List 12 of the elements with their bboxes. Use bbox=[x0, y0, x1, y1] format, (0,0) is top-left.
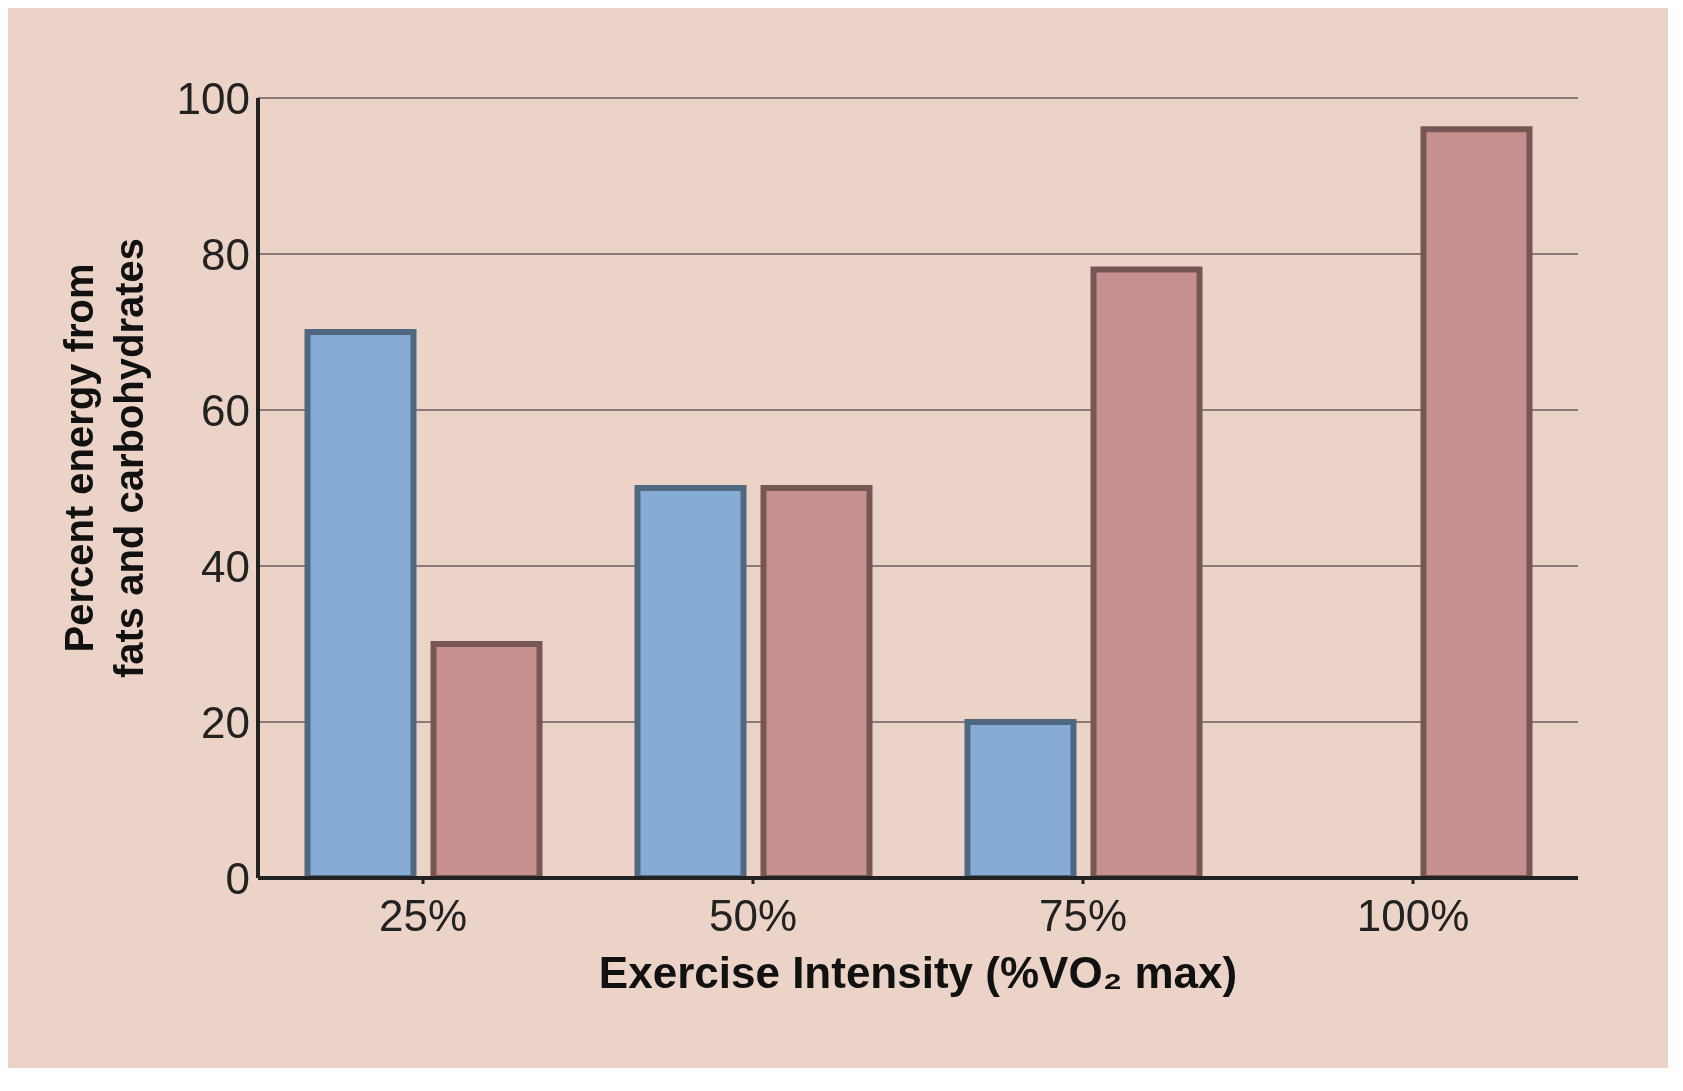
y-axis-title: Percent energy from fats and carbohydrates bbox=[57, 237, 151, 679]
y-tick-label: 80 bbox=[201, 229, 250, 279]
y-tick-label: 20 bbox=[201, 697, 250, 747]
y-tick-label: 100 bbox=[176, 73, 250, 123]
y-tick-label: 60 bbox=[201, 385, 250, 435]
x-tick-label: 75% bbox=[1038, 891, 1128, 941]
x-tick-label: 25% bbox=[378, 891, 468, 941]
x-tick-label: 50% bbox=[708, 891, 798, 941]
y-tick-label: 0 bbox=[225, 853, 250, 903]
x-tick-label: 100% bbox=[1356, 891, 1470, 941]
y-tick-label: 40 bbox=[201, 541, 250, 591]
x-axis-title: Exercise Intensity (%VO₂ max) bbox=[598, 948, 1238, 997]
